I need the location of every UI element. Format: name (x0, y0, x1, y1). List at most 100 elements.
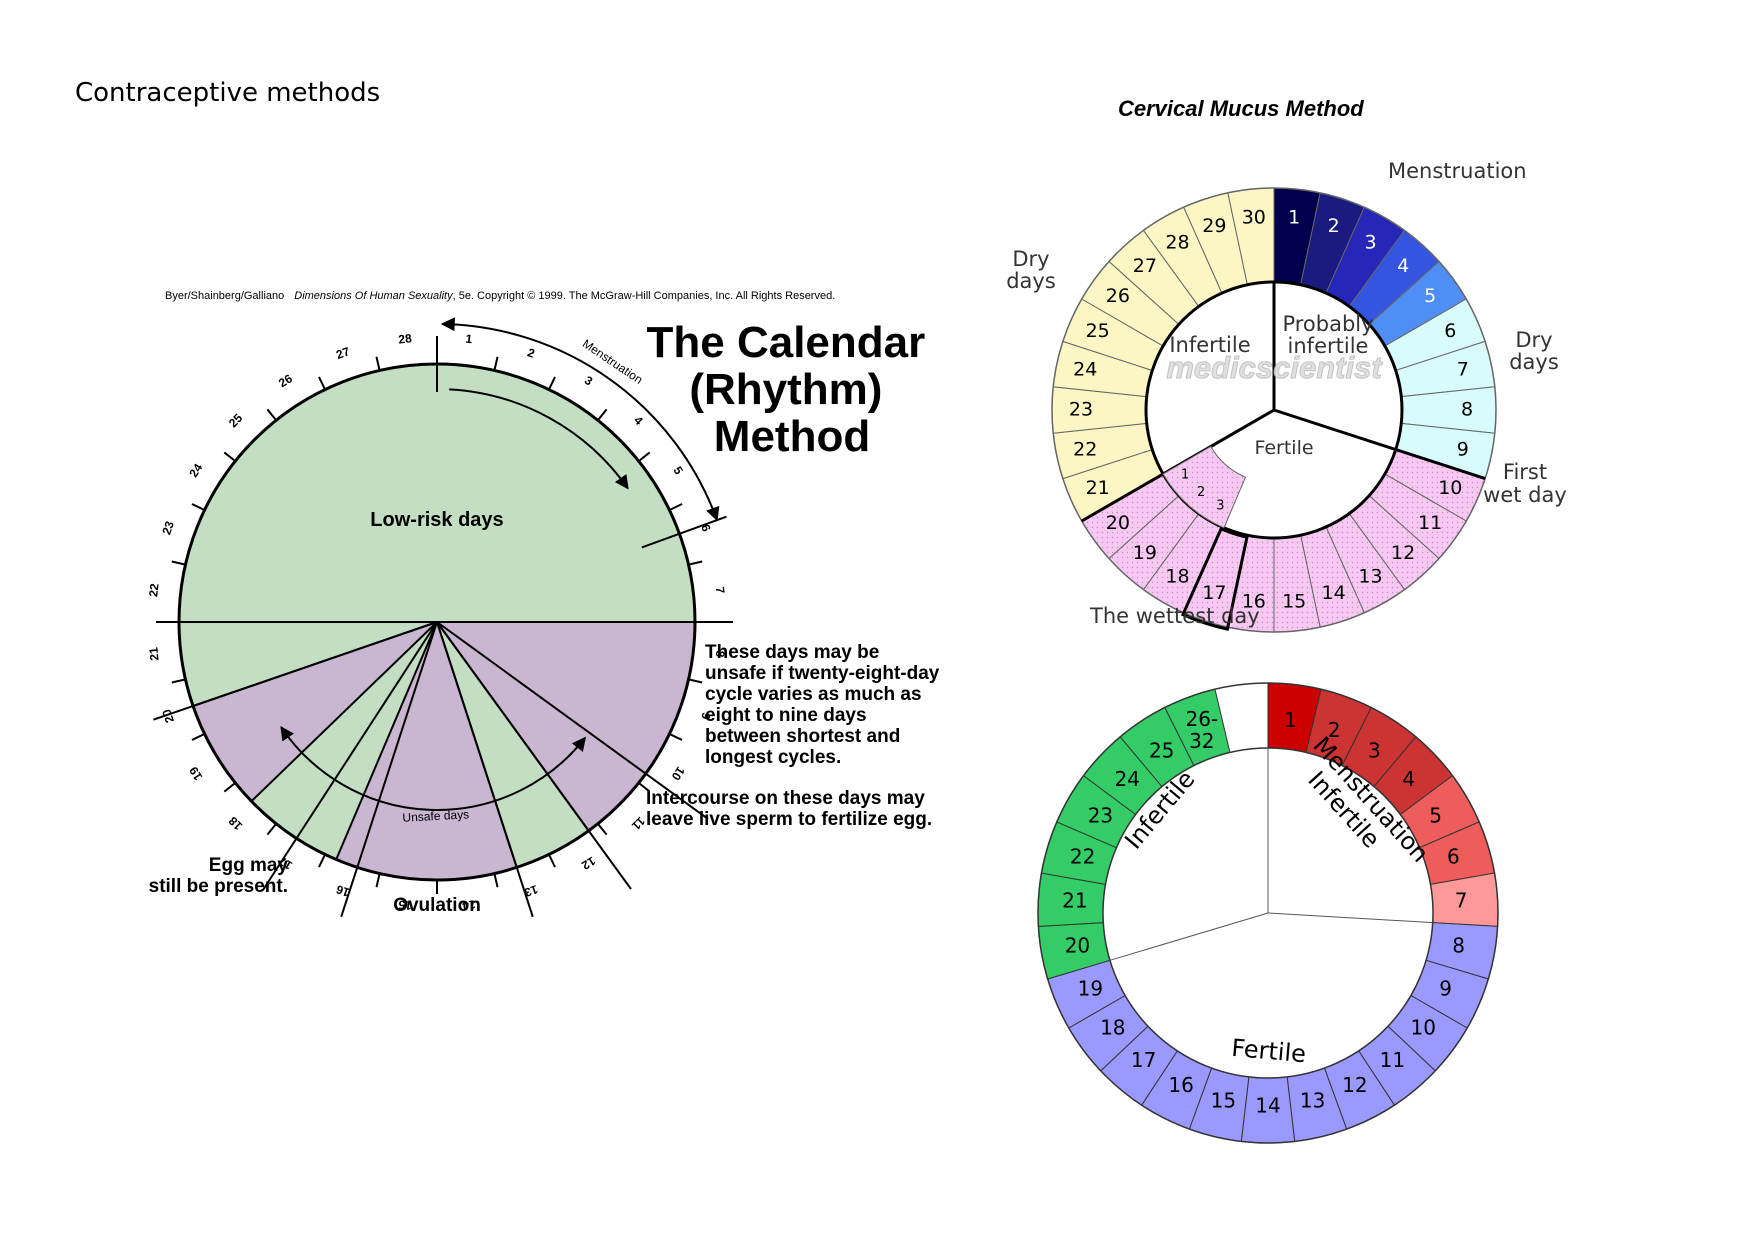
calendar-tick (171, 678, 186, 684)
cm-day-label: 5 (1424, 285, 1436, 307)
wheel-outer-ring (1037, 682, 1499, 1144)
unsafe-region-early (193, 622, 437, 802)
cm-wettest-day-outline (1180, 526, 1249, 631)
cervical-wheel: 1 234567891011121314151617181920212223242… (1051, 187, 1497, 633)
calendar-day-label: 7 (713, 586, 728, 595)
calendar-pointer-line (340, 621, 438, 918)
wheel-day-label: 10 (1410, 1015, 1435, 1039)
cm-day-label: 3 (1364, 231, 1376, 253)
cm-day-label: 23 (1069, 399, 1093, 421)
calendar-tick (375, 356, 381, 371)
wheel-day-label: 25 (1149, 738, 1174, 762)
cm-day-label: 25 (1086, 320, 1110, 342)
cm-day-label: 21 (1086, 477, 1110, 499)
wheel-day-label: 16 (1168, 1072, 1193, 1096)
wheel-day-label-line: 12 (1342, 1072, 1367, 1096)
cm-watermark: medicscientist (1166, 350, 1383, 385)
note-unsafe-line-1: These days may be (705, 642, 879, 663)
calendar-tick (688, 678, 703, 684)
calendar-title-line-1: The Calendar (647, 318, 926, 367)
calendar-tick (597, 823, 608, 836)
note-unsafe-line-3: cycle varies as much as (705, 684, 922, 705)
menstruation-arc (440, 317, 720, 522)
cm-day-label: 19 (1133, 542, 1157, 564)
cm-label-menstruation: Menstruation (1388, 159, 1527, 183)
calendar-tick (318, 854, 326, 868)
wheel-day-label-line: 3 (1368, 738, 1381, 762)
wheel-day-label: 22 (1070, 844, 1095, 868)
note-unsafe-line-6: longest cycles. (705, 747, 841, 768)
cm-day-label: 17 (1202, 582, 1226, 604)
menstruation-end-line (641, 515, 727, 549)
cervical-title: Cervical Mucus Method (1118, 96, 1364, 121)
wheel-day-label-line: 7 (1455, 888, 1468, 912)
calendar-tick (375, 873, 381, 888)
cm-day-label: 16 (1242, 590, 1266, 612)
wheel-day-label-line: 21 (1062, 888, 1087, 912)
cm-day-label: 14 (1322, 582, 1346, 604)
note-sperm-line-2: leave live sperm to fertilize egg. (646, 809, 932, 830)
calendar-pointer-line (436, 621, 709, 820)
calendar-day-label: 28 (398, 331, 413, 346)
calendar-divider-line (250, 621, 438, 802)
wheel-day-label: 11 (1380, 1048, 1405, 1072)
wheel-day-label: 14 (1255, 1093, 1280, 1117)
cm-label-dry-left-1: Dry (1012, 247, 1049, 271)
calendar-tick (223, 782, 236, 793)
cm-inner-wedge (1162, 445, 1247, 529)
egg-label-line-1: Egg may (209, 855, 289, 876)
wheel-day-label: 6 (1447, 844, 1460, 868)
low-risk-label: Low-risk days (370, 509, 503, 531)
wheel-day-label: 18 (1100, 1015, 1125, 1039)
calendar-day-label: 8 (713, 650, 728, 659)
cm-inner-day-label: 3 (1216, 499, 1224, 514)
cm-day-label: 26 (1106, 285, 1130, 307)
wheel-day-label-line: 9 (1439, 976, 1452, 1000)
wheel-day-label-line: 25 (1149, 738, 1174, 762)
calendar-pointer-line (153, 621, 438, 721)
calendar-tick (318, 376, 326, 390)
cm-outer-ring (1051, 187, 1497, 633)
wheel-day-label-line: 14 (1255, 1093, 1280, 1117)
ovulation-label: Ovulation (393, 895, 481, 916)
cm-day-label: 28 (1165, 231, 1189, 253)
calendar-credit: Byer/Shainberg/Galliano Dimensions Of Hum… (165, 290, 835, 302)
note-unsafe-line-4: eight to nine days (705, 705, 867, 726)
wheel-day-label-line: 26- (1185, 707, 1218, 731)
wheel-day-label: 19 (1078, 976, 1103, 1000)
cm-label-probably-2: infertile (1288, 334, 1369, 358)
wheel-day-label: 17 (1131, 1048, 1156, 1072)
calendar-tick (171, 560, 186, 566)
calendar-credit-authors: Byer/Shainberg/Galliano (165, 290, 284, 302)
cm-day-label: 15 (1282, 590, 1306, 612)
calendar-day-label: 9 (698, 711, 714, 722)
wheel-day-label: 5 (1429, 803, 1442, 827)
wheel-day-label-line: 5 (1429, 803, 1442, 827)
wheel-label-fertile: Fertile (1230, 1034, 1307, 1068)
cm-label-dry-left-2: days (1006, 269, 1056, 293)
cm-label-dry-right-2: days (1509, 350, 1559, 374)
calendar-tick (266, 408, 277, 421)
calendar-title-line-2: (Rhythm) (689, 365, 882, 414)
wheel-day-label: 7 (1455, 888, 1468, 912)
calendar-day-label: 13 (522, 882, 540, 900)
cm-divider-line (1273, 408, 1486, 481)
cm-day-label: 27 (1133, 255, 1157, 277)
wheel-day-label-line: 1 (1284, 707, 1297, 731)
cm-day-label: 7 (1457, 358, 1469, 380)
wheel-day-label-line: 8 (1452, 933, 1465, 957)
page-title: Contraceptive methods (75, 78, 381, 108)
unsafe-days-arc (280, 725, 587, 811)
wheel-day-label-line: 19 (1078, 976, 1103, 1000)
calendar-title-line-3: Method (714, 412, 870, 461)
wheel-day-label: 15 (1211, 1088, 1236, 1112)
wheel-divider-line (1109, 912, 1269, 961)
cm-day-label: 20 (1106, 512, 1130, 534)
wheel-day-label: 21 (1062, 888, 1087, 912)
calendar-credit-book: Dimensions Of Human Sexuality (294, 290, 454, 302)
wheel-day-label-line: 16 (1168, 1072, 1193, 1096)
wheel-day-label: 13 (1300, 1088, 1325, 1112)
calendar-day-label: 15 (397, 897, 412, 912)
wheel-day-label-line: 10 (1410, 1015, 1435, 1039)
egg-label-line-2: still be present. (149, 876, 288, 897)
